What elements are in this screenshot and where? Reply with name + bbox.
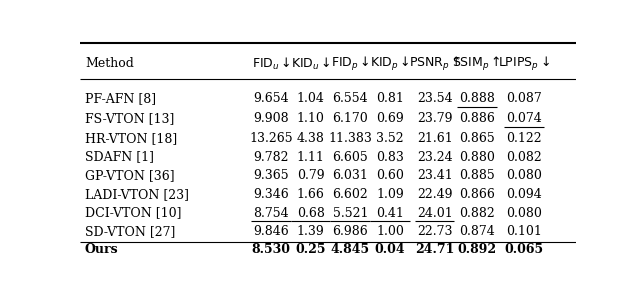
Text: 0.888: 0.888 bbox=[459, 92, 495, 105]
Text: 0.065: 0.065 bbox=[504, 243, 543, 256]
Text: 21.61: 21.61 bbox=[417, 132, 452, 145]
Text: 6.602: 6.602 bbox=[332, 188, 368, 201]
Text: DCI-VTON [10]: DCI-VTON [10] bbox=[85, 207, 182, 219]
Text: 0.866: 0.866 bbox=[459, 188, 495, 201]
Text: 1.11: 1.11 bbox=[297, 150, 324, 164]
Text: 0.885: 0.885 bbox=[459, 169, 495, 182]
Text: 23.79: 23.79 bbox=[417, 112, 452, 125]
Text: KID$_u$$\downarrow$: KID$_u$$\downarrow$ bbox=[291, 56, 331, 72]
Text: 4.38: 4.38 bbox=[297, 132, 324, 145]
Text: 3.52: 3.52 bbox=[376, 132, 404, 145]
Text: 0.79: 0.79 bbox=[297, 169, 324, 182]
Text: 13.265: 13.265 bbox=[249, 132, 292, 145]
Text: HR-VTON [18]: HR-VTON [18] bbox=[85, 132, 177, 145]
Text: 0.874: 0.874 bbox=[459, 225, 495, 238]
Text: FS-VTON [13]: FS-VTON [13] bbox=[85, 112, 174, 125]
Text: 0.074: 0.074 bbox=[506, 112, 542, 125]
Text: 9.908: 9.908 bbox=[253, 112, 289, 125]
Text: 6.031: 6.031 bbox=[332, 169, 368, 182]
Text: 0.25: 0.25 bbox=[296, 243, 326, 256]
Text: 1.04: 1.04 bbox=[297, 92, 324, 105]
Text: 0.41: 0.41 bbox=[376, 207, 404, 219]
Text: 8.754: 8.754 bbox=[253, 207, 289, 219]
Text: 9.346: 9.346 bbox=[253, 188, 289, 201]
Text: 0.60: 0.60 bbox=[376, 169, 404, 182]
Text: 22.73: 22.73 bbox=[417, 225, 452, 238]
Text: 0.882: 0.882 bbox=[459, 207, 495, 219]
Text: SDAFN [1]: SDAFN [1] bbox=[85, 150, 154, 164]
Text: 6.605: 6.605 bbox=[332, 150, 368, 164]
Text: PF-AFN [8]: PF-AFN [8] bbox=[85, 92, 156, 105]
Text: 0.080: 0.080 bbox=[506, 207, 542, 219]
Text: FID$_u$$\downarrow$: FID$_u$$\downarrow$ bbox=[252, 56, 291, 72]
Text: 6.554: 6.554 bbox=[333, 92, 368, 105]
Text: GP-VTON [36]: GP-VTON [36] bbox=[85, 169, 175, 182]
Text: 0.68: 0.68 bbox=[297, 207, 324, 219]
Text: 1.66: 1.66 bbox=[297, 188, 324, 201]
Text: 0.892: 0.892 bbox=[457, 243, 497, 256]
Text: 4.845: 4.845 bbox=[331, 243, 370, 256]
Text: SD-VTON [27]: SD-VTON [27] bbox=[85, 225, 175, 238]
Text: PSNR$_p$$\uparrow$: PSNR$_p$$\uparrow$ bbox=[409, 55, 460, 73]
Text: 8.530: 8.530 bbox=[252, 243, 291, 256]
Text: 0.865: 0.865 bbox=[459, 132, 495, 145]
Text: 0.087: 0.087 bbox=[506, 92, 542, 105]
Text: 9.846: 9.846 bbox=[253, 225, 289, 238]
Text: 23.54: 23.54 bbox=[417, 92, 452, 105]
Text: 1.09: 1.09 bbox=[376, 188, 404, 201]
Text: 0.094: 0.094 bbox=[506, 188, 542, 201]
Text: 11.383: 11.383 bbox=[328, 132, 372, 145]
Text: 0.886: 0.886 bbox=[459, 112, 495, 125]
Text: 23.41: 23.41 bbox=[417, 169, 452, 182]
Text: 0.101: 0.101 bbox=[506, 225, 542, 238]
Text: 1.00: 1.00 bbox=[376, 225, 404, 238]
Text: 24.71: 24.71 bbox=[415, 243, 454, 256]
Text: Ours: Ours bbox=[85, 243, 118, 256]
Text: 24.01: 24.01 bbox=[417, 207, 452, 219]
Text: 0.080: 0.080 bbox=[506, 169, 542, 182]
Text: 1.39: 1.39 bbox=[297, 225, 324, 238]
Text: 22.49: 22.49 bbox=[417, 188, 452, 201]
Text: 0.122: 0.122 bbox=[506, 132, 541, 145]
Text: 5.521: 5.521 bbox=[333, 207, 368, 219]
Text: 6.986: 6.986 bbox=[332, 225, 368, 238]
Text: FID$_p$$\downarrow$: FID$_p$$\downarrow$ bbox=[331, 55, 370, 73]
Text: Method: Method bbox=[85, 57, 134, 70]
Text: KID$_p$$\downarrow$: KID$_p$$\downarrow$ bbox=[370, 55, 410, 73]
Text: 0.83: 0.83 bbox=[376, 150, 404, 164]
Text: 0.082: 0.082 bbox=[506, 150, 542, 164]
Text: SSIM$_p$$\uparrow$: SSIM$_p$$\uparrow$ bbox=[452, 55, 501, 73]
Text: 0.69: 0.69 bbox=[376, 112, 404, 125]
Text: 0.81: 0.81 bbox=[376, 92, 404, 105]
Text: 0.04: 0.04 bbox=[374, 243, 405, 256]
Text: 0.880: 0.880 bbox=[459, 150, 495, 164]
Text: 9.654: 9.654 bbox=[253, 92, 289, 105]
Text: 23.24: 23.24 bbox=[417, 150, 452, 164]
Text: 6.170: 6.170 bbox=[332, 112, 368, 125]
Text: LPIPS$_p$$\downarrow$: LPIPS$_p$$\downarrow$ bbox=[498, 55, 550, 73]
Text: 9.365: 9.365 bbox=[253, 169, 289, 182]
Text: 9.782: 9.782 bbox=[253, 150, 289, 164]
Text: LADI-VTON [23]: LADI-VTON [23] bbox=[85, 188, 189, 201]
Text: 1.10: 1.10 bbox=[297, 112, 324, 125]
